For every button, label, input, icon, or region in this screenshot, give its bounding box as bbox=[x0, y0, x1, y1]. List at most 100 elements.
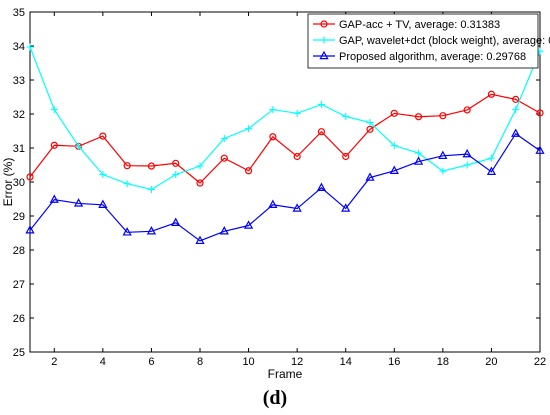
data-point-plus bbox=[293, 109, 301, 117]
data-point-circle bbox=[99, 132, 107, 140]
data-point-triangle bbox=[146, 226, 157, 235]
series-1 bbox=[26, 90, 544, 187]
data-point-circle bbox=[220, 154, 228, 162]
series-line bbox=[29, 46, 541, 191]
x-tick-label: 12 bbox=[291, 356, 303, 368]
data-point-plus bbox=[366, 119, 374, 126]
data-point-circle bbox=[123, 162, 131, 170]
data-point-plus bbox=[415, 149, 423, 157]
data-point-triangle bbox=[243, 220, 254, 229]
legend: GAP-acc + TV, average: 0.31383 GAP, wavel… bbox=[307, 13, 550, 69]
y-tick-label: 32 bbox=[13, 109, 25, 121]
x-tick-label: 2 bbox=[51, 356, 57, 368]
data-point-circle bbox=[439, 112, 447, 120]
x-tick-label: 22 bbox=[534, 356, 546, 368]
data-point-triangle bbox=[511, 128, 521, 137]
data-point-triangle bbox=[25, 225, 35, 234]
legend-entry: Proposed algorithm, average: 0.29768 bbox=[313, 50, 526, 63]
y-axis-label: Error (%) bbox=[1, 158, 15, 207]
data-point-plus bbox=[317, 100, 325, 108]
data-point-triangle bbox=[365, 172, 375, 181]
series-line bbox=[29, 93, 541, 184]
y-tick-label: 33 bbox=[13, 75, 25, 87]
data-point-plus bbox=[172, 171, 180, 179]
y-tick-label: 31 bbox=[13, 143, 25, 155]
data-point-plus bbox=[269, 106, 277, 114]
legend-label: GAP, wavelet+dct (block weight), average… bbox=[339, 35, 550, 47]
legend-box bbox=[307, 13, 539, 69]
data-point-plus bbox=[220, 134, 228, 142]
x-tick-label: 16 bbox=[388, 356, 400, 368]
x-tick-label: 6 bbox=[148, 356, 154, 368]
legend-entry: GAP, wavelet+dct (block weight), average… bbox=[313, 35, 550, 47]
series-line bbox=[29, 132, 541, 242]
data-point-circle bbox=[390, 109, 398, 117]
data-point-plus bbox=[512, 106, 520, 114]
data-point-circle bbox=[487, 90, 496, 98]
data-point-plus bbox=[26, 43, 34, 51]
data-point-triangle bbox=[341, 203, 351, 212]
data-point-circle bbox=[320, 20, 328, 28]
data-point-triangle bbox=[49, 194, 59, 203]
x-tick-label: 10 bbox=[242, 356, 254, 368]
data-point-plus bbox=[487, 154, 495, 162]
data-point-circle bbox=[342, 152, 350, 161]
data-point-triangle bbox=[486, 166, 497, 175]
data-point-plus bbox=[147, 185, 155, 193]
data-point-triangle bbox=[122, 227, 132, 236]
legend-entry: GAP-acc + TV, average: 0.31383 bbox=[313, 19, 500, 31]
data-point-plus bbox=[320, 36, 328, 44]
data-point-circle bbox=[536, 109, 544, 117]
data-point-plus bbox=[342, 112, 350, 120]
x-tick-label: 4 bbox=[100, 356, 106, 368]
x-tick-label: 18 bbox=[437, 356, 449, 368]
data-point-plus bbox=[439, 167, 447, 175]
data-point-triangle bbox=[171, 217, 181, 226]
data-point-circle bbox=[269, 133, 277, 141]
data-point-triangle bbox=[292, 203, 302, 212]
data-point-circle bbox=[414, 113, 423, 121]
y-tick-label: 35 bbox=[13, 7, 25, 19]
data-point-triangle bbox=[413, 156, 424, 165]
series-lines bbox=[25, 43, 545, 245]
data-point-triangle bbox=[535, 145, 545, 154]
data-point-plus bbox=[390, 142, 398, 150]
data-point-triangle bbox=[462, 148, 472, 158]
data-point-triangle bbox=[389, 165, 399, 174]
data-point-triangle bbox=[319, 50, 329, 60]
y-tick-label: 28 bbox=[13, 245, 25, 257]
data-point-circle bbox=[196, 179, 204, 187]
data-point-triangle bbox=[195, 235, 205, 245]
data-point-circle bbox=[317, 128, 326, 136]
data-point-triangle bbox=[268, 199, 278, 208]
data-point-plus bbox=[99, 171, 107, 179]
x-tick-label: 8 bbox=[197, 356, 203, 368]
data-point-circle bbox=[147, 162, 156, 170]
y-tick-label: 27 bbox=[13, 279, 25, 291]
data-point-triangle bbox=[219, 226, 229, 235]
data-point-plus bbox=[75, 142, 83, 150]
x-tick-label: 14 bbox=[340, 356, 352, 368]
data-point-circle bbox=[366, 125, 374, 133]
axis-ticks: 2 4 6 8 10 12 14 16 18 20 22 25 26 27 28 29 30 31 32 33 34 35 bbox=[13, 7, 546, 368]
data-point-circle bbox=[293, 152, 301, 161]
data-point-circle bbox=[244, 167, 253, 175]
data-point-circle bbox=[512, 95, 520, 103]
y-tick-label: 25 bbox=[13, 347, 25, 359]
data-point-plus bbox=[196, 162, 204, 170]
y-tick-label: 29 bbox=[13, 211, 25, 223]
x-tick-label: 20 bbox=[485, 356, 497, 368]
panel-label: (d) bbox=[263, 387, 287, 409]
data-point-circle bbox=[50, 141, 58, 149]
data-point-triangle bbox=[73, 198, 84, 207]
series-2 bbox=[26, 43, 544, 193]
data-point-triangle bbox=[98, 199, 108, 208]
legend-label: Proposed algorithm, average: 0.29768 bbox=[339, 51, 526, 63]
legend-label: GAP-acc + TV, average: 0.31383 bbox=[339, 19, 500, 31]
data-point-plus bbox=[123, 180, 131, 188]
y-tick-label: 34 bbox=[13, 41, 25, 53]
y-tick-label: 26 bbox=[13, 313, 25, 325]
data-point-plus bbox=[50, 106, 58, 114]
x-axis-label: Frame bbox=[268, 367, 303, 381]
